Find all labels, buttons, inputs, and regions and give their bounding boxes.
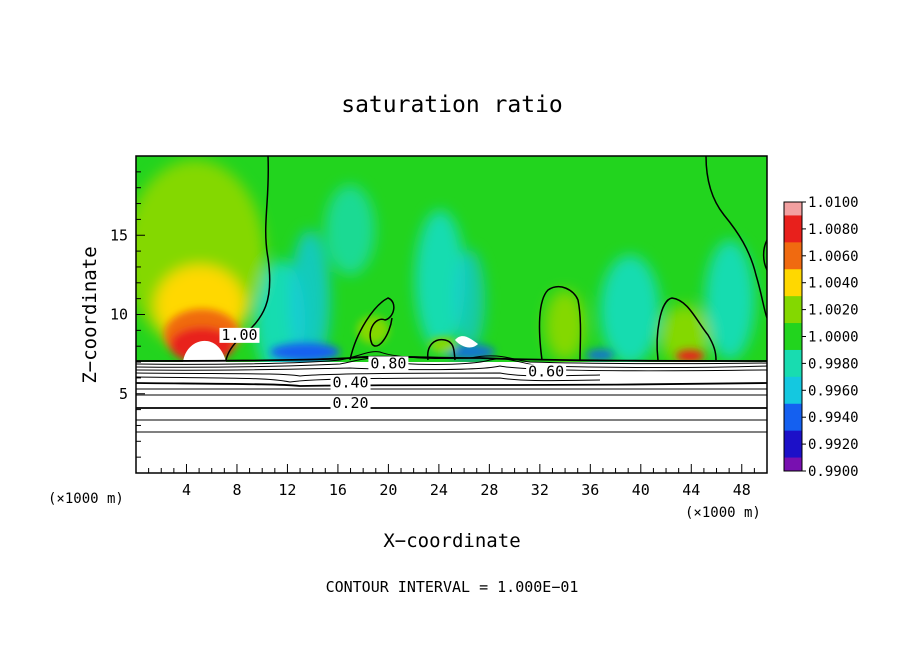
contour-label-bg [330, 375, 371, 391]
field-blob-cyan-3 [415, 210, 465, 350]
contour-label: 0.60 [528, 362, 564, 380]
field-blob-cyan-6 [705, 240, 755, 360]
field-blob-blue-3 [586, 349, 614, 361]
colorbar-band [784, 269, 802, 284]
x-tick-label: 16 [329, 481, 347, 499]
field-blob-blue-1 [270, 343, 340, 361]
x-tick-label: 32 [531, 481, 549, 499]
colorbar-label: 1.0080 [808, 222, 859, 238]
x-tick-label: 44 [682, 481, 700, 499]
colorbar-label: 1.0100 [808, 195, 859, 211]
x-axis: 4 8 12 16 20 24 28 32 36 40 44 48 [148, 464, 755, 499]
contour-label-bg [219, 327, 260, 343]
colorbar-label: 1.0000 [808, 330, 859, 346]
x-tick-label: 12 [278, 481, 296, 499]
x-unit-left: (×1000 m) [48, 491, 124, 507]
colorbar-label: 1.0040 [808, 276, 859, 292]
y-axis: 5 10 15 [110, 171, 145, 458]
contours-upper [225, 156, 767, 361]
field-blob-yellowgreen-2 [545, 290, 585, 360]
x-tick-label: 4 [182, 481, 191, 499]
colorbar-band [784, 403, 802, 418]
x-unit-right: (×1000 m) [685, 505, 761, 521]
x-tick-label: 8 [232, 481, 241, 499]
colorbar-label: 0.9900 [808, 464, 859, 480]
x-tick-label: 24 [430, 481, 448, 499]
colorbar-band [784, 363, 802, 378]
field-blob-red-2 [676, 350, 704, 362]
x-tick-label: 48 [733, 481, 751, 499]
colorbar-band [784, 202, 802, 216]
colorbar-band [784, 376, 802, 391]
colorbar-label: 0.9940 [808, 410, 859, 426]
contour-label: 0.80 [370, 354, 406, 372]
field-blob-white-1 [183, 340, 226, 362]
chart-title: saturation ratio [341, 92, 563, 118]
colorbar-label: 0.9920 [808, 437, 859, 453]
contour-label: 0.40 [332, 373, 368, 391]
colorbar-label: 0.9960 [808, 383, 859, 399]
contour-label-bg [330, 396, 371, 412]
field-blob-cyan-5 [600, 255, 660, 362]
colorbar-label: 1.0060 [808, 249, 859, 265]
colorbar-band [784, 255, 802, 270]
colorbar-label: 0.9980 [808, 356, 859, 372]
colorbar-band [784, 444, 802, 459]
field-blob-cyan-2 [290, 230, 330, 362]
colorbar-band [784, 215, 802, 230]
contour-label-bg [526, 364, 567, 380]
contour-label: 0.20 [332, 394, 368, 412]
y-tick-label: 15 [110, 226, 128, 244]
colorbar-label: 1.0020 [808, 303, 859, 319]
field-plot [135, 155, 768, 474]
x-tick-label: 36 [581, 481, 599, 499]
contour-interval-footer: CONTOUR INTERVAL = 1.000E−01 [326, 578, 579, 596]
colorbar-band [784, 349, 802, 364]
field-blob-cyan-7 [325, 185, 375, 275]
x-tick-label: 28 [480, 481, 498, 499]
colorbar-band [784, 457, 802, 472]
y-axis-label: Z−coordinate [79, 246, 101, 383]
x-tick-label: 20 [379, 481, 397, 499]
colorbar-band [784, 296, 802, 311]
colorbar-band [784, 282, 802, 297]
x-tick-label: 40 [632, 481, 650, 499]
colorbar-band [784, 323, 802, 337]
colorbar-band [784, 336, 802, 351]
colorbar-band [784, 390, 802, 405]
colorbar-band [784, 430, 802, 445]
contour-label: 1.00 [221, 326, 257, 344]
colorbar: 1.0100 1.0080 1.0060 1.0040 1.0020 1.0000 0.99… [783, 195, 859, 480]
x-axis-label: X−coordinate [383, 530, 520, 552]
colorbar-band [784, 242, 802, 257]
contour-labels: 1.00 0.800.40 0.20 0.60 [219, 326, 567, 412]
colorbar-band [784, 417, 802, 432]
contour-label-bg [368, 356, 409, 372]
y-tick-label: 5 [119, 385, 128, 403]
colorbar-band [784, 228, 802, 243]
field-blob-white-2 [455, 336, 478, 348]
field-blob-cyan-4 [455, 250, 485, 350]
colorbar-band [784, 309, 802, 324]
y-tick-label: 10 [110, 306, 128, 324]
